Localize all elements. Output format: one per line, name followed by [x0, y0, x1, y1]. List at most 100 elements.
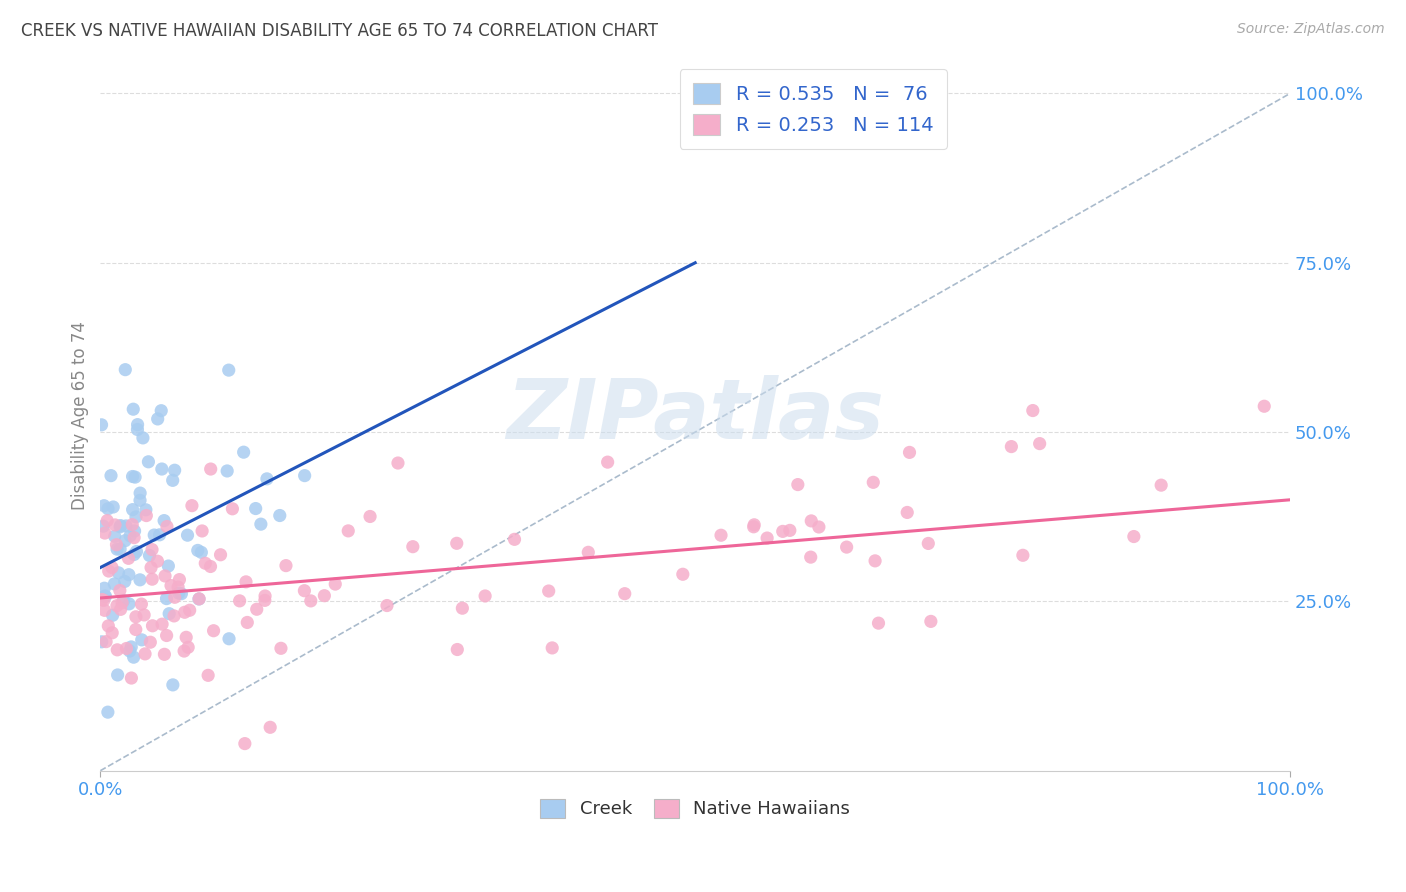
Point	[177, 640, 200, 655]
Point	[90, 635, 112, 649]
Point	[117, 551, 139, 566]
Point	[118, 644, 141, 658]
Point	[254, 589, 277, 603]
Point	[90, 417, 112, 432]
Point	[139, 560, 162, 574]
Point	[97, 501, 120, 516]
Point	[613, 587, 636, 601]
Point	[153, 648, 176, 662]
Point	[181, 499, 204, 513]
Point	[120, 640, 142, 654]
Point	[862, 475, 884, 490]
Point	[125, 544, 148, 558]
Point	[197, 668, 219, 682]
Point	[121, 517, 143, 532]
Point	[153, 514, 176, 528]
Y-axis label: Disability Age 65 to 74: Disability Age 65 to 74	[72, 321, 89, 509]
Point	[131, 632, 153, 647]
Point	[274, 558, 297, 573]
Point	[121, 469, 143, 483]
Point	[200, 559, 222, 574]
Point	[188, 592, 211, 607]
Point	[1000, 440, 1022, 454]
Point	[97, 705, 120, 719]
Point	[114, 533, 136, 548]
Point	[1122, 529, 1144, 543]
Point	[451, 601, 474, 615]
Point	[93, 499, 115, 513]
Point	[173, 644, 195, 658]
Point	[156, 519, 179, 533]
Point	[153, 569, 176, 583]
Point	[194, 556, 217, 570]
Point	[228, 594, 250, 608]
Point	[129, 573, 152, 587]
Point	[162, 474, 184, 488]
Point	[107, 566, 129, 580]
Point	[672, 567, 695, 582]
Point	[125, 609, 148, 624]
Point	[129, 486, 152, 500]
Point	[97, 619, 120, 633]
Point	[188, 591, 211, 606]
Point	[176, 528, 198, 542]
Point	[323, 577, 346, 591]
Point	[93, 589, 115, 603]
Point	[104, 529, 127, 543]
Point	[232, 445, 254, 459]
Point	[259, 720, 281, 734]
Point	[143, 528, 166, 542]
Point	[1028, 436, 1050, 450]
Point	[167, 580, 190, 594]
Point	[246, 602, 269, 616]
Legend: Creek, Native Hawaiians: Creek, Native Hawaiians	[533, 792, 858, 826]
Point	[132, 431, 155, 445]
Point	[896, 505, 918, 519]
Point	[114, 362, 136, 376]
Point	[127, 417, 149, 432]
Point	[125, 509, 148, 524]
Point	[134, 647, 156, 661]
Point	[93, 593, 115, 607]
Point	[167, 586, 190, 600]
Text: ZIPatlas: ZIPatlas	[506, 375, 884, 456]
Point	[141, 572, 163, 586]
Point	[299, 594, 322, 608]
Point	[120, 529, 142, 543]
Point	[135, 503, 157, 517]
Point	[170, 587, 193, 601]
Point	[217, 464, 239, 478]
Point	[541, 640, 564, 655]
Point	[134, 607, 156, 622]
Point	[115, 641, 138, 656]
Point	[800, 514, 823, 528]
Point	[131, 597, 153, 611]
Point	[503, 533, 526, 547]
Point	[156, 628, 179, 642]
Point	[375, 599, 398, 613]
Point	[187, 543, 209, 558]
Point	[250, 517, 273, 532]
Point	[148, 528, 170, 542]
Point	[157, 607, 180, 621]
Point	[91, 519, 114, 533]
Point	[104, 517, 127, 532]
Point	[108, 520, 131, 534]
Point	[917, 536, 939, 550]
Point	[174, 630, 197, 644]
Point	[125, 623, 148, 637]
Point	[202, 624, 225, 638]
Point	[139, 635, 162, 649]
Point	[236, 615, 259, 630]
Point	[337, 524, 360, 538]
Point	[742, 520, 765, 534]
Point	[127, 423, 149, 437]
Point	[108, 542, 131, 557]
Point	[221, 501, 243, 516]
Point	[474, 589, 496, 603]
Point	[124, 470, 146, 484]
Point	[93, 581, 115, 595]
Point	[162, 678, 184, 692]
Point	[292, 583, 315, 598]
Point	[146, 554, 169, 568]
